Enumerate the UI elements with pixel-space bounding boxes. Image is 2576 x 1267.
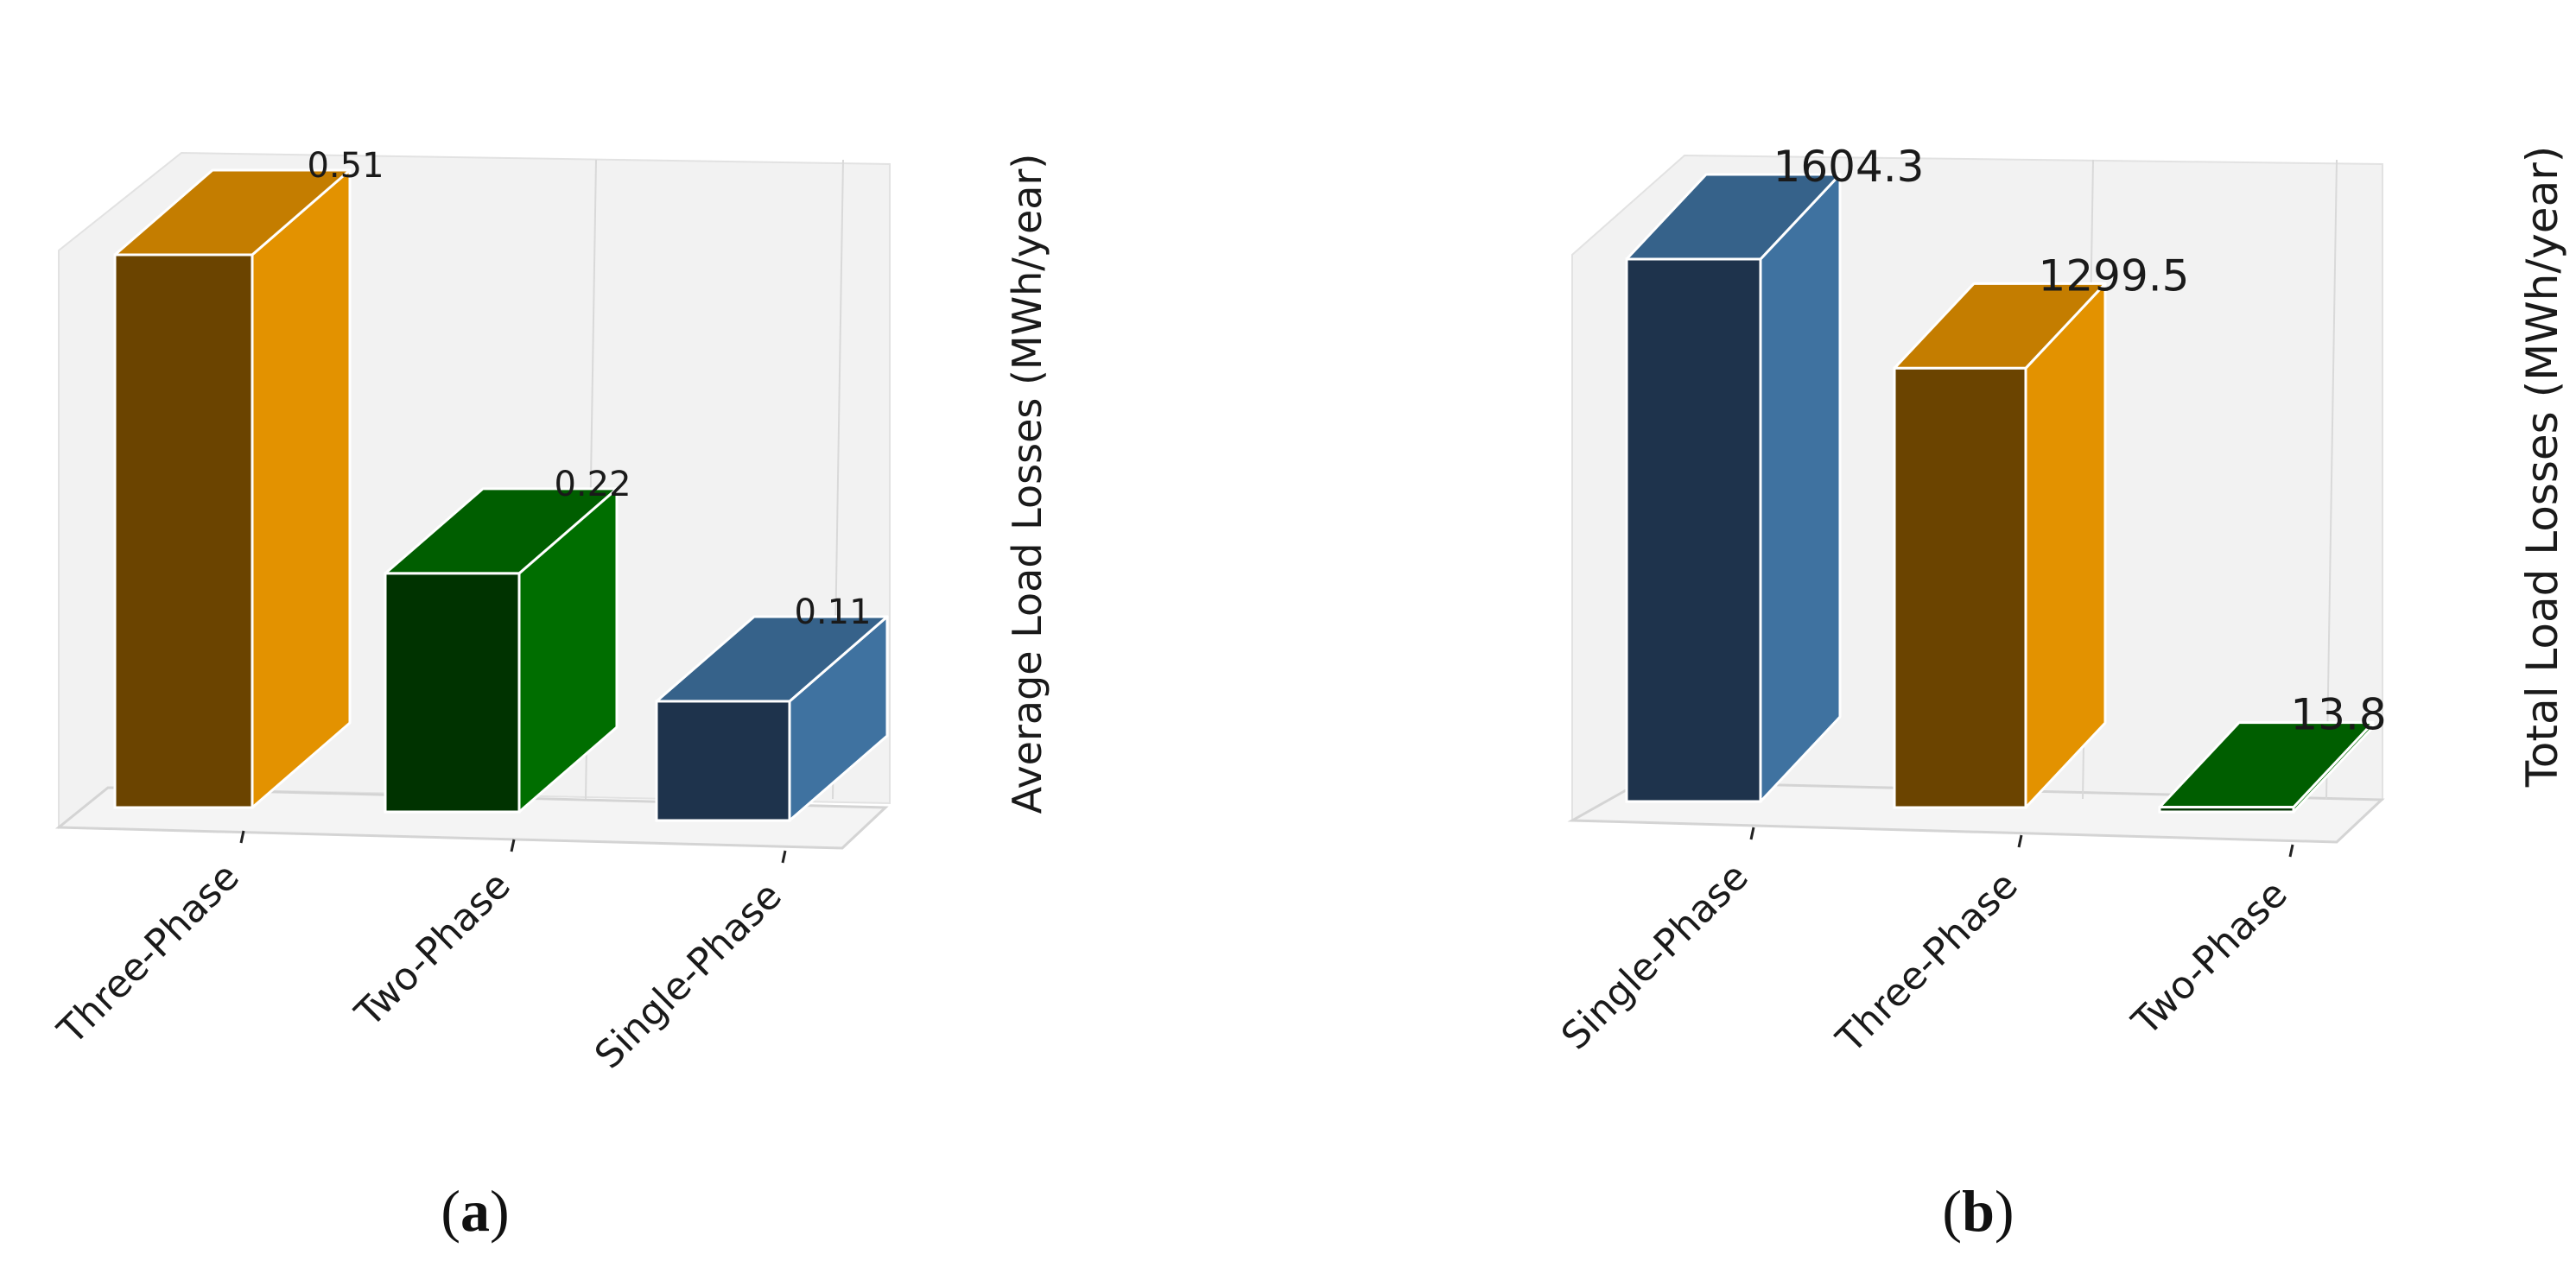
tick-mark	[510, 839, 516, 852]
grid-line	[2325, 159, 2338, 800]
bar	[113, 253, 254, 809]
bar	[384, 572, 521, 814]
value-label: 1299.5	[2039, 250, 2190, 301]
y-axis-label: Total Load Losses (MWh/year)	[2517, 146, 2567, 789]
value-label: 1604.3	[1773, 142, 1925, 192]
bar-side	[1759, 173, 1842, 803]
chart-b: 1604.3 1299.5 13.8 Single-Phase Three-Phase T…	[1553, 142, 2567, 1062]
tick-label: Three-Phase	[1828, 864, 2027, 1062]
value-label: 0.22	[554, 465, 631, 504]
tick-label: Single-Phase	[1553, 855, 1757, 1059]
value-label: 0.11	[794, 592, 871, 632]
value-label: 13.8	[2290, 690, 2386, 740]
bar	[2158, 806, 2295, 814]
bar	[1625, 257, 1762, 803]
bar	[1893, 366, 2027, 809]
tick-label: Two-Phase	[2123, 872, 2296, 1045]
tick-mark	[2017, 834, 2023, 848]
panel-label-b: (b)	[1942, 1178, 2014, 1244]
value-label: 0.51	[307, 146, 384, 186]
bar-side	[251, 168, 352, 809]
chart-a: 0.51 0.22 0.11 Three-Phase Two-Phase Single-P…	[49, 146, 1050, 1078]
tick-mark	[1749, 827, 1755, 840]
bar	[655, 700, 791, 822]
panel-label-a: (a)	[441, 1178, 509, 1244]
tick-mark	[781, 850, 787, 864]
y-axis-label: Average Load Losses (MWh/year)	[1004, 154, 1050, 814]
tick-mark	[2288, 844, 2294, 858]
tick-label: Two-Phase	[346, 864, 519, 1036]
bar-side	[2024, 282, 2107, 809]
tick-label: Three-Phase	[49, 855, 248, 1054]
tick-mark	[239, 830, 245, 844]
tick-label: Single-Phase	[587, 874, 790, 1078]
